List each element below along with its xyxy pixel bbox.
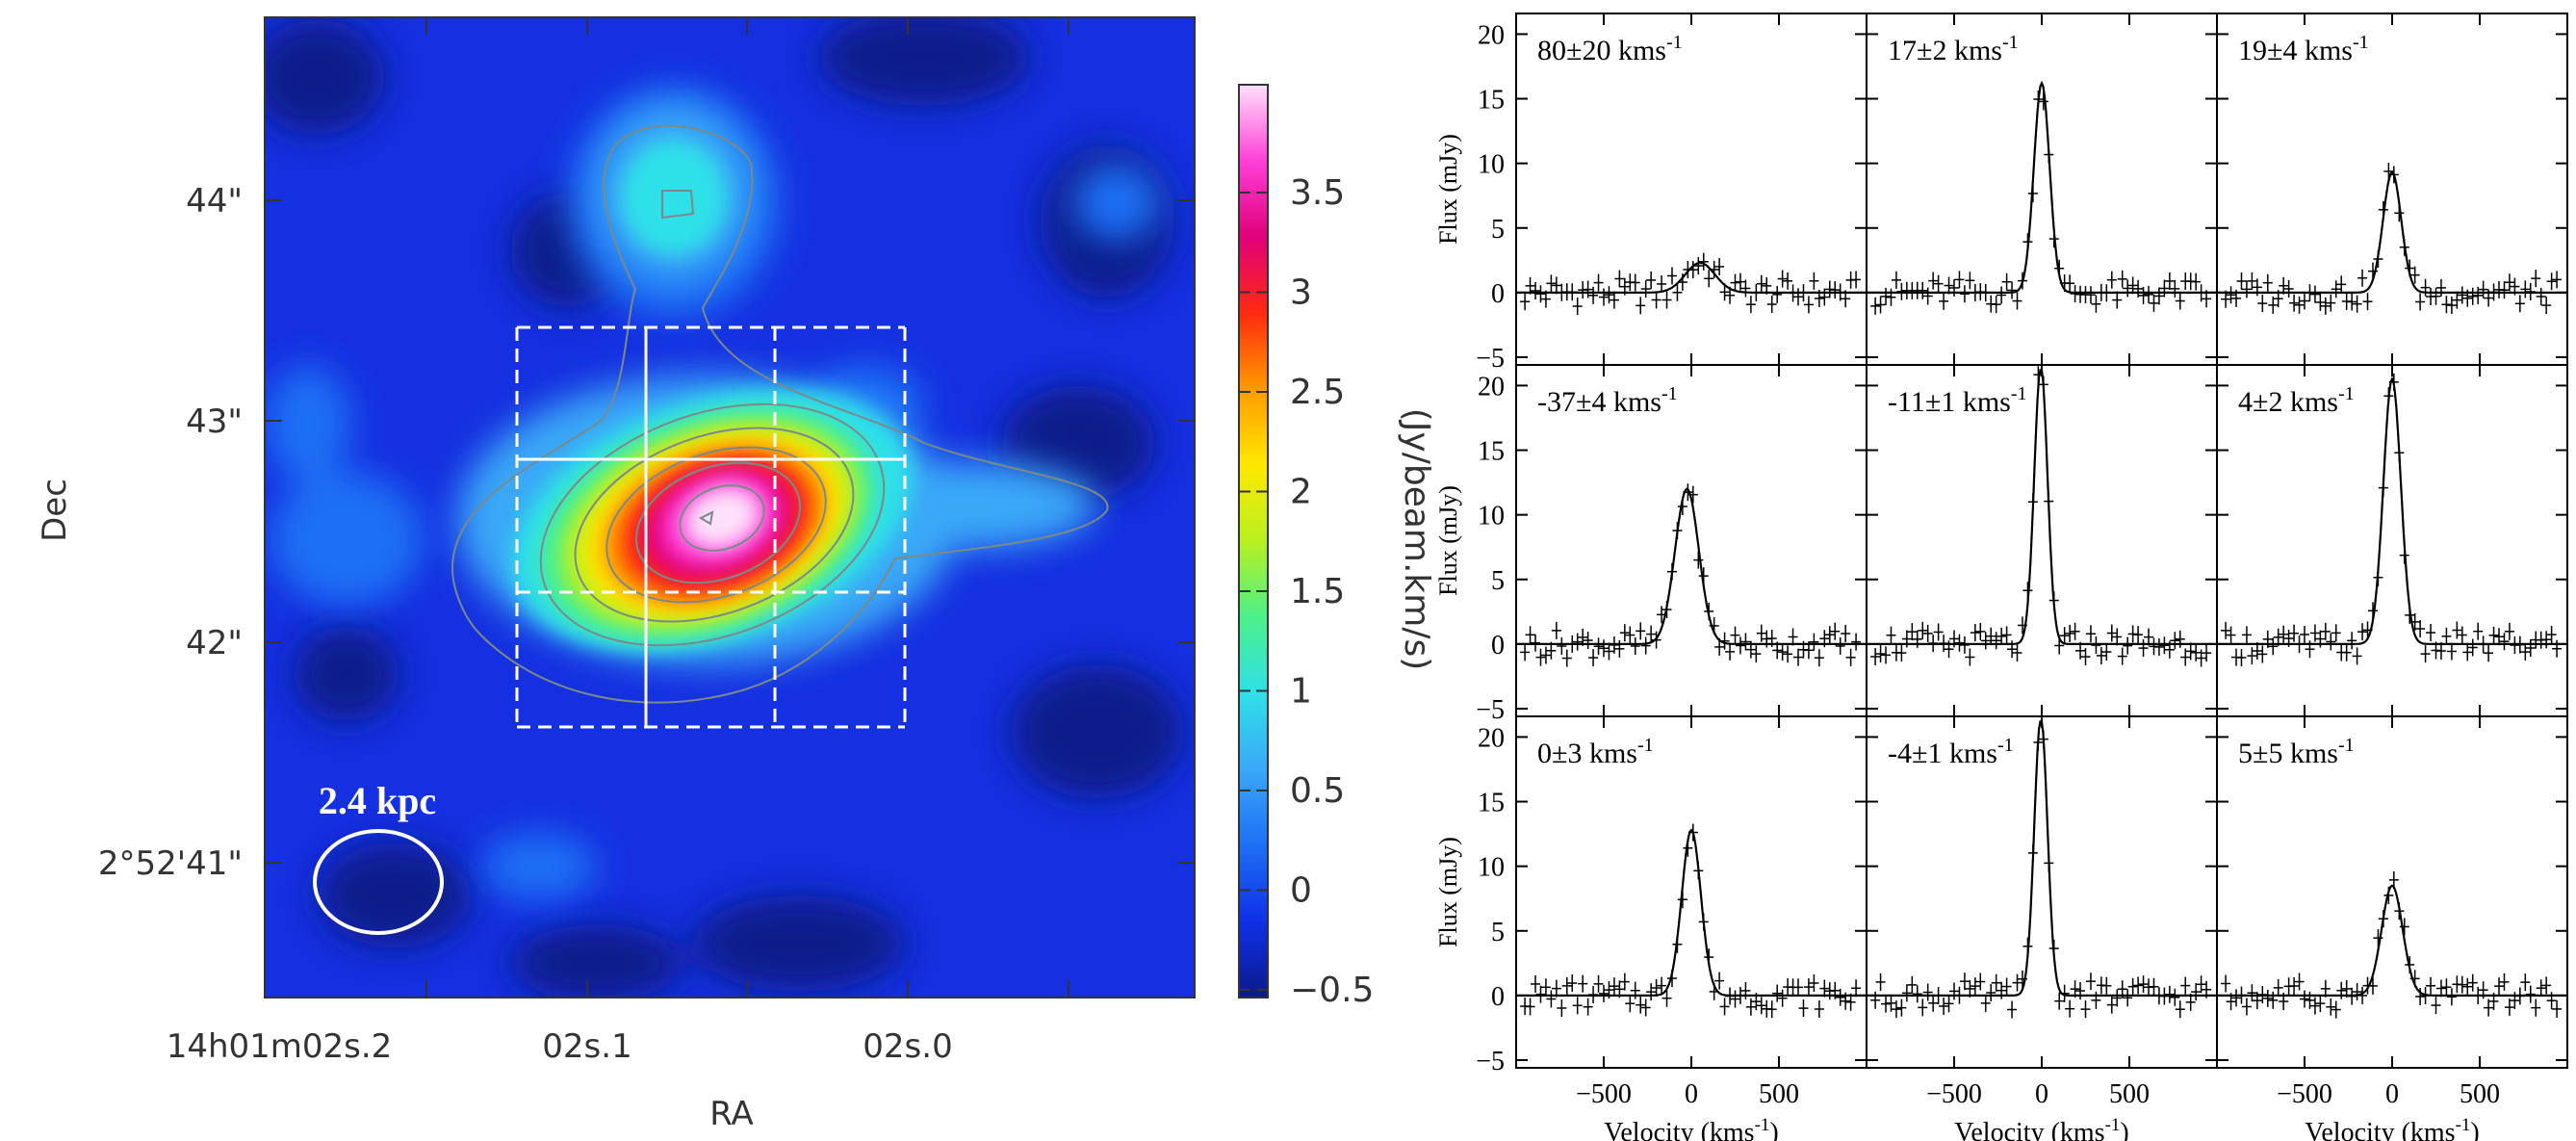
flux-tick: 20	[1478, 723, 1505, 753]
flux-axis-label: Flux (mJy)	[1434, 837, 1462, 947]
panel-label: 5±5 kms-1	[2238, 735, 2355, 769]
colorbar-tick: 1.5	[1290, 572, 1345, 611]
spectrum-panel: 17±2 kms-1	[1866, 13, 2218, 366]
flux-tick: 10	[1478, 150, 1505, 180]
flux-tick: 15	[1478, 789, 1505, 818]
panel-label: 80±20 kms-1	[1537, 32, 1683, 66]
colorbar-tick: 1	[1290, 672, 1312, 712]
dec-axis-label: Dec	[36, 479, 74, 542]
gaussian-fit	[1867, 720, 2217, 997]
flux-tick: 10	[1478, 853, 1505, 883]
colorbar-tick: 2	[1290, 473, 1312, 512]
ra-axis-label: RA	[709, 1095, 754, 1133]
flux-tick: −5	[1476, 1047, 1505, 1076]
panel-label: -37±4 kms-1	[1537, 383, 1678, 418]
ra-tick: 02s.1	[542, 1027, 631, 1066]
dec-tick: 2°52'41"	[98, 844, 243, 883]
velocity-tick: −500	[2277, 1079, 2332, 1109]
gaussian-fit	[2217, 170, 2567, 294]
gaussian-fit	[1867, 80, 2217, 294]
flux-axis-label: Flux (mJy)	[1434, 134, 1462, 245]
panel-label: 0±3 kms-1	[1537, 735, 1654, 769]
flux-tick: 15	[1478, 86, 1505, 116]
flux-tick: 5	[1491, 918, 1505, 947]
velocity-tick: 0	[2385, 1079, 2399, 1109]
gaussian-fit	[2217, 884, 2567, 997]
flux-tick: −5	[1476, 695, 1505, 725]
spectrum-panel: 80±20 kms-1 20 15 10 5 0 −5 Flux (mJy)	[1434, 13, 1868, 374]
flux-tick: −5	[1476, 344, 1505, 374]
velocity-axis-label: Velocity (kms-1)	[2305, 1115, 2479, 1141]
dec-tick: 44"	[186, 182, 243, 220]
spectrum-panel: 19±4 kms-1	[2216, 13, 2568, 366]
velocity-tick: 0	[2035, 1079, 2048, 1109]
gaussian-fit	[2217, 376, 2567, 645]
scale-label: 2.4 kpc	[319, 779, 436, 822]
spectrum-panel: -4±1 kms-1 −500 0 500 Velocity (kms-1)	[1866, 715, 2218, 1141]
flux-tick: 15	[1478, 437, 1505, 467]
velocity-tick: −500	[1926, 1079, 1982, 1109]
gaussian-fit	[1516, 828, 1867, 997]
velocity-tick: 500	[2460, 1079, 2500, 1109]
colorbar: 3.5 3 2.5 2 1.5 1 0.5 0 −0.5 (Jy/beam.km/s)	[1238, 84, 1436, 1010]
gaussian-fit	[1867, 369, 2217, 645]
velocity-tick: 0	[1685, 1079, 1698, 1109]
panel-label: -11±1 kms-1	[1888, 383, 2027, 418]
spectrum-panel: 0±3 kms-1 20 15 10 5 0 −5 Flux (mJy) −500 0 500 Vel…	[1434, 715, 1868, 1141]
gaussian-fit	[1516, 487, 1867, 645]
velocity-axis-label: Velocity (kms-1)	[1604, 1115, 1778, 1141]
region-grid	[515, 325, 907, 729]
colorbar-tick: 3	[1290, 273, 1312, 313]
velocity-axis-label: Velocity (kms-1)	[1954, 1115, 2128, 1141]
colorbar-tick: −0.5	[1290, 971, 1374, 1010]
gaussian-fit	[1516, 261, 1867, 294]
panel-label: 4±2 kms-1	[2238, 383, 2355, 418]
spectrum-panel: -11±1 kms-1	[1866, 364, 2218, 717]
flux-tick: 20	[1478, 372, 1505, 402]
velocity-tick: 500	[2109, 1079, 2150, 1109]
flux-tick: 0	[1491, 631, 1505, 661]
flux-tick: 5	[1491, 215, 1505, 245]
colorbar-tick: 0.5	[1290, 771, 1345, 811]
spectrum-panel: 5±5 kms-1 −500 0 500 Velocity (kms-1)	[2216, 715, 2568, 1141]
beam-ellipse	[313, 829, 444, 935]
spectrum-panel: 4±2 kms-1	[2216, 364, 2568, 717]
colorbar-tick: 3.5	[1290, 173, 1345, 213]
colorbar-label: (Jy/beam.km/s)	[1397, 408, 1436, 671]
flux-tick: 0	[1491, 982, 1505, 1012]
intensity-map: 44" 43" 42" 2°52'41" 14h01m02s.2 02s.1 0…	[36, 16, 1196, 1133]
velocity-tick: −500	[1576, 1079, 1632, 1109]
panel-label: 17±2 kms-1	[1888, 32, 2019, 66]
ra-tick: 02s.0	[863, 1027, 952, 1066]
colorbar-tick: 0	[1290, 871, 1312, 911]
velocity-tick: 500	[1759, 1079, 1799, 1109]
flux-tick: 5	[1491, 566, 1505, 596]
spectra-grid: 80±20 kms-1 20 15 10 5 0 −5 Flux (mJy) 17±2 kms-…	[1434, 13, 2568, 1141]
spectrum-panel: -37±4 kms-1 20 15 10 5 0 −5 Flux (mJy)	[1434, 364, 1868, 725]
flux-tick: 0	[1491, 279, 1505, 309]
ra-tick: 14h01m02s.2	[167, 1027, 393, 1066]
flux-tick: 10	[1478, 502, 1505, 532]
colorbar-tick: 2.5	[1290, 373, 1345, 412]
panel-label: -4±1 kms-1	[1888, 735, 2014, 769]
dec-tick: 43"	[186, 402, 243, 441]
dec-tick: 42"	[186, 624, 243, 662]
panel-label: 19±4 kms-1	[2238, 32, 2369, 66]
flux-axis-label: Flux (mJy)	[1434, 485, 1462, 596]
flux-tick: 20	[1478, 20, 1505, 50]
